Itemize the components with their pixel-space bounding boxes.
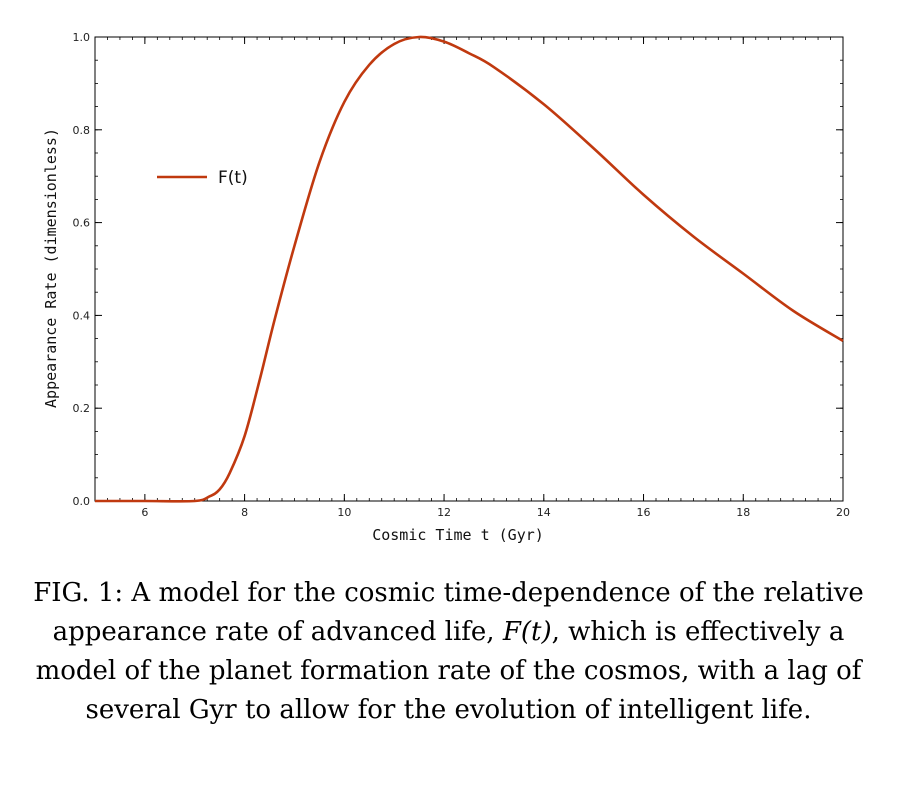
legend-label: F(t) <box>218 168 248 188</box>
y-tick-label: 0.8 <box>73 124 91 137</box>
y-tick-label: 1.0 <box>73 31 91 44</box>
x-tick-label: 18 <box>736 506 750 519</box>
x-tick-label: 12 <box>437 506 451 519</box>
x-tick-label: 16 <box>637 506 651 519</box>
x-tick-label: 14 <box>537 506 551 519</box>
x-tick-label: 8 <box>241 506 248 519</box>
x-tick-label: 10 <box>337 506 351 519</box>
chart: 6 8 10 12 14 16 18 20 0.0 0.2 0.4 0.6 0.8 1.0 F(t) Co… <box>42 31 850 544</box>
y-tick-label: 0.2 <box>73 402 91 415</box>
plot-area-frame <box>94 36 844 502</box>
caption-text-start: FIG. 1: A model for the cosmic time-depe… <box>33 578 864 647</box>
series-line-F-t <box>94 35 844 503</box>
y-tick-label: 0.4 <box>73 309 91 322</box>
caption-text-end: , which is effectively a model of the pl… <box>35 617 862 725</box>
y-axis-label: Appearance Rate (dimensionless) <box>42 128 60 408</box>
x-tick-label: 6 <box>141 506 148 519</box>
x-tick-label: 20 <box>836 506 850 519</box>
y-tick-label: 0.6 <box>73 217 91 230</box>
caption-math: F(t) <box>502 617 552 647</box>
y-tick-label: 0.0 <box>73 495 91 508</box>
x-axis-label: Cosmic Time t (Gyr) <box>372 526 544 544</box>
figure-caption: FIG. 1: A model for the cosmic time-depe… <box>18 574 879 730</box>
